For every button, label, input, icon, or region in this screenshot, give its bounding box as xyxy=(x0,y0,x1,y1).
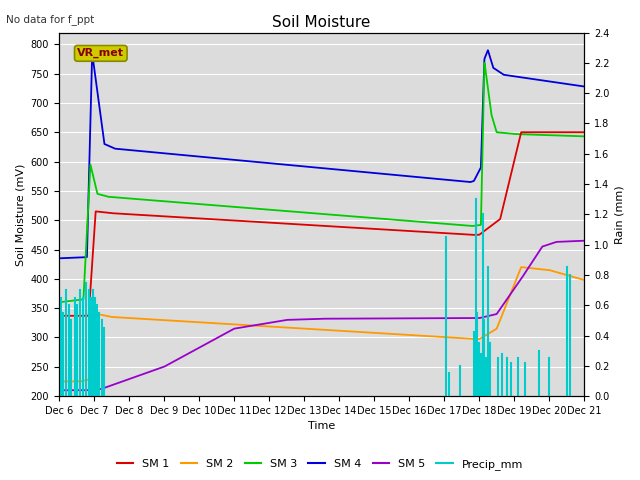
Y-axis label: Soil Moisture (mV): Soil Moisture (mV) xyxy=(15,163,25,265)
X-axis label: Time: Time xyxy=(308,421,335,432)
Y-axis label: Rain (mm): Rain (mm) xyxy=(615,185,625,244)
Title: Soil Moisture: Soil Moisture xyxy=(273,15,371,30)
Text: No data for f_ppt: No data for f_ppt xyxy=(6,14,95,25)
Text: VR_met: VR_met xyxy=(77,48,124,59)
Legend: SM 1, SM 2, SM 3, SM 4, SM 5, Precip_mm: SM 1, SM 2, SM 3, SM 4, SM 5, Precip_mm xyxy=(112,455,528,474)
